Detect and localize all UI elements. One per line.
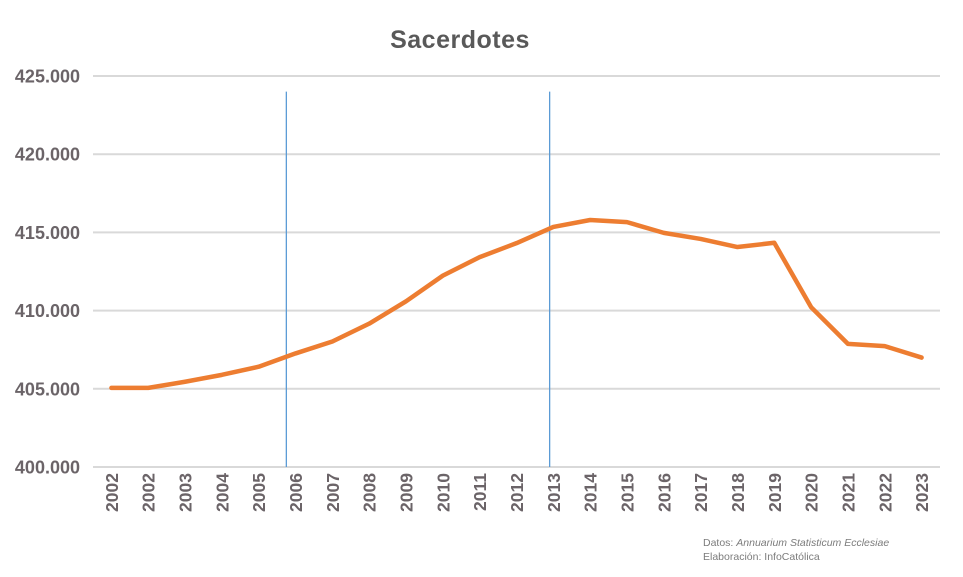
y-axis-tick-label: 420.000 [15,145,80,165]
x-axis-tick-label: 2006 [286,473,306,512]
x-axis-tick-label: 2021 [838,473,858,512]
chart-footer: Datos: Annuarium Statisticum Ecclesiae E… [703,537,889,564]
x-axis-tick-label: 2014 [581,473,601,512]
x-axis-tick-label: 2008 [360,473,380,512]
y-axis-tick-label: 415.000 [15,223,80,243]
y-axis-tick-label: 425.000 [15,67,80,87]
x-axis-tick-label: 2004 [212,473,232,512]
footer-elaboration-line: Elaboración: InfoCatólica [703,550,820,563]
x-axis-tick-label: 2003 [176,473,196,512]
x-axis-tick-label: 2016 [654,473,674,512]
footer-source-label: Datos: [703,537,737,549]
x-axis-tick-label: 2002 [139,473,159,512]
x-axis-tick-label: 2020 [802,473,822,512]
x-axis-tick-label: 2015 [617,473,637,512]
y-axis-tick-label: 405.000 [15,379,80,399]
x-axis-tick-label: 2017 [691,473,711,512]
x-axis-tick-label: 2012 [507,473,527,512]
x-axis-tick-label: 2013 [544,473,564,512]
x-axis-tick-label: 2002 [102,473,122,512]
x-axis-tick-label: 2018 [728,473,748,512]
series-line-sacerdotes [109,217,924,391]
x-axis-tick-label: 2009 [397,473,417,512]
x-axis-tick-label: 2011 [470,473,490,511]
chart-title: Sacerdotes [390,26,530,54]
x-axis-tick-label: 2005 [249,473,269,512]
footer-source-name: Annuarium Statisticum Ecclesiae [736,537,890,549]
x-axis-tick-label: 2007 [323,473,343,512]
y-axis-tick-label: 410.000 [15,301,80,321]
x-axis-tick-label: 2019 [765,473,785,512]
footer-source-line: Datos: Annuarium Statisticum Ecclesiae [703,537,889,551]
x-axis-tick-label: 2023 [912,473,932,512]
x-axis-tick-label: 2022 [875,473,895,512]
y-axis-tick-label: 400.000 [15,458,80,478]
x-axis-tick-label: 2010 [433,473,453,512]
